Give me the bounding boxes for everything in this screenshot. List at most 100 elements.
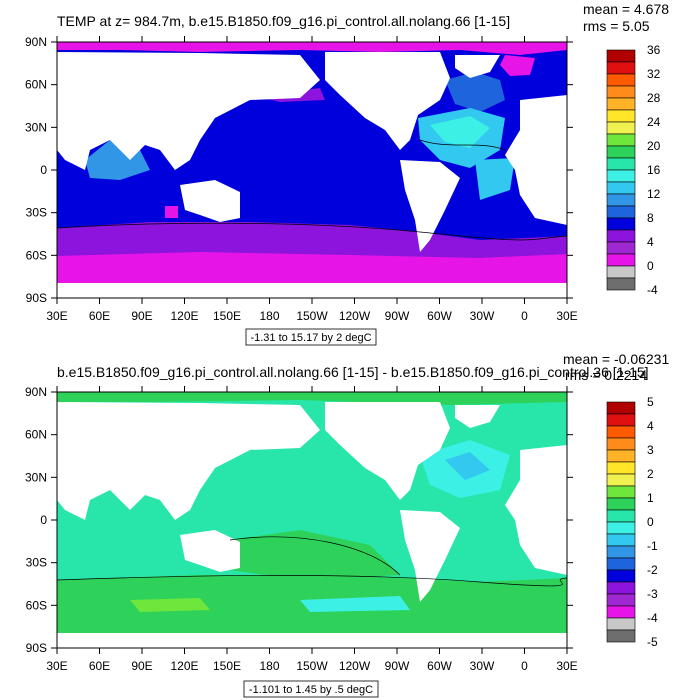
- colorbar-label: 36: [647, 43, 661, 57]
- x-tick-label: 0: [521, 309, 528, 323]
- colorbar-label: -2: [647, 563, 658, 577]
- colorbar-label: 24: [647, 115, 661, 129]
- panel-2: b.e15.B1850.f09_g16.pi_control.all.nolan…: [25, 351, 669, 698]
- colorbar-swatch: [606, 61, 636, 75]
- colorbar-label: 2: [647, 467, 654, 481]
- colorbar-swatch: [606, 617, 636, 631]
- colorbar-swatch: [606, 229, 636, 243]
- y-tick-label: 30N: [25, 470, 47, 484]
- colorbar-label: -4: [647, 283, 658, 297]
- colorbar-label: 4: [647, 419, 654, 433]
- colorbar-swatch: [606, 413, 636, 427]
- colorbar-label: -3: [647, 587, 658, 601]
- x-tick-label: 30E: [556, 659, 577, 673]
- contour-line: [419, 139, 506, 151]
- y-tick-label: 90N: [25, 385, 47, 399]
- colorbar-swatch: [606, 581, 636, 595]
- x-tick-label: 150E: [213, 309, 241, 323]
- x-tick-label: 30W: [470, 659, 495, 673]
- panel-1-colorbar: 36 32 28 24 20 16 12 8 4 0 -4: [606, 43, 661, 297]
- contour-line: [57, 222, 567, 241]
- pacific-diff: [230, 530, 400, 580]
- colorbar-swatch: [606, 193, 636, 207]
- y-tick-label: 90S: [26, 291, 47, 305]
- colorbar-swatch: [606, 97, 636, 111]
- x-tick-label: 30E: [556, 309, 577, 323]
- colorbar-swatch: [606, 49, 636, 63]
- panel-1-axes: 30E 60E 90E 120E 150E 180 150W 120W 90W 60W 30W 0 30…: [25, 35, 578, 323]
- colorbar-swatch: [606, 473, 636, 487]
- colorbar-swatch: [606, 181, 636, 195]
- colorbar-swatch: [606, 157, 636, 171]
- contour-line: [229, 536, 401, 576]
- colorbar-swatch: [606, 425, 636, 439]
- x-tick-label: 150W: [296, 659, 328, 673]
- colorbar-label: 0: [647, 259, 654, 273]
- north-atlantic-deep: [445, 72, 505, 112]
- panel-1: TEMP at z= 984.7m, b.e15.B1850.f09_g16.p…: [25, 1, 669, 346]
- colorbar-swatch: [606, 557, 636, 571]
- y-tick-label: 60S: [26, 598, 47, 612]
- x-tick-label: 120W: [339, 309, 371, 323]
- y-tick-label: 30S: [26, 206, 47, 220]
- x-tick-label: 90E: [131, 659, 152, 673]
- arctic-field: [57, 42, 567, 55]
- southern-diff-3: [300, 596, 410, 612]
- panel-2-colorbar: 5 4 3 2 1 0 -1 -2 -3 -4 -5: [606, 395, 658, 649]
- panel-1-mean: mean = 4.678: [583, 1, 669, 17]
- colorbar-swatch: [606, 253, 636, 267]
- colorbar-swatch: [606, 109, 636, 123]
- colorbar-swatch: [606, 241, 636, 255]
- colorbar-label: 20: [647, 139, 661, 153]
- panel-1-contour-info-box: -1.31 to 15.17 by 2 degC: [245, 328, 377, 346]
- colorbar-label: -4: [647, 611, 658, 625]
- colorbar-label: 4: [647, 235, 654, 249]
- y-tick-label: 60N: [25, 78, 47, 92]
- colorbar-swatch: [606, 437, 636, 451]
- colorbar-swatch: [606, 521, 636, 535]
- x-tick-label: 150W: [296, 309, 328, 323]
- colorbar-swatch: [606, 85, 636, 99]
- colorbar-label: 16: [647, 163, 661, 177]
- panel-2-mean: mean = -0.06231: [563, 351, 669, 367]
- colorbar-swatch: [606, 121, 636, 135]
- x-tick-label: 0: [521, 659, 528, 673]
- x-tick-label: 30E: [46, 309, 67, 323]
- colorbar-swatch: [606, 485, 636, 499]
- colorbar-swatch: [606, 545, 636, 559]
- panel-1-contour-info: -1.31 to 15.17 by 2 degC: [250, 332, 371, 344]
- panel-2-map: [57, 392, 567, 648]
- x-tick-label: 60E: [89, 309, 110, 323]
- colorbar-swatch: [606, 169, 636, 183]
- colorbar-swatch: [606, 401, 636, 415]
- atlantic-diff-core: [445, 452, 490, 480]
- colorbar-label: 12: [647, 187, 661, 201]
- colorbar-label: 8: [647, 211, 654, 225]
- panel-2-title: b.e15.B1850.f09_g16.pi_control.all.nolan…: [57, 364, 649, 380]
- x-tick-label: 120E: [170, 309, 198, 323]
- marginal-sea-field: [165, 206, 178, 218]
- colorbar-label: 1: [647, 491, 654, 505]
- panel-2-axes: 30E 60E 90E 120E 150E 180 150W 120W 90W 60W 30W 0 30…: [25, 385, 578, 673]
- atlantic-warm-core: [430, 116, 490, 148]
- colorbar-swatch: [606, 509, 636, 523]
- colorbar-swatch: [606, 629, 636, 643]
- colorbar-swatch: [606, 73, 636, 87]
- x-tick-label: 150E: [213, 659, 241, 673]
- colorbar-swatch: [606, 205, 636, 219]
- colorbar-swatch: [606, 265, 636, 279]
- y-tick-label: 0: [40, 163, 47, 177]
- x-tick-label: 90W: [385, 659, 410, 673]
- x-tick-label: 30W: [470, 309, 495, 323]
- colorbar-swatch: [606, 593, 636, 607]
- panel-1-rms: rms = 5.05: [583, 18, 650, 34]
- x-tick-label: 180: [259, 659, 279, 673]
- colorbar-swatch: [606, 533, 636, 547]
- x-tick-label: 90E: [131, 309, 152, 323]
- colorbar-label: 3: [647, 443, 654, 457]
- land-masses: [57, 52, 567, 298]
- colorbar-swatch: [606, 145, 636, 159]
- y-tick-label: 30S: [26, 556, 47, 570]
- colorbar-label: -5: [647, 635, 658, 649]
